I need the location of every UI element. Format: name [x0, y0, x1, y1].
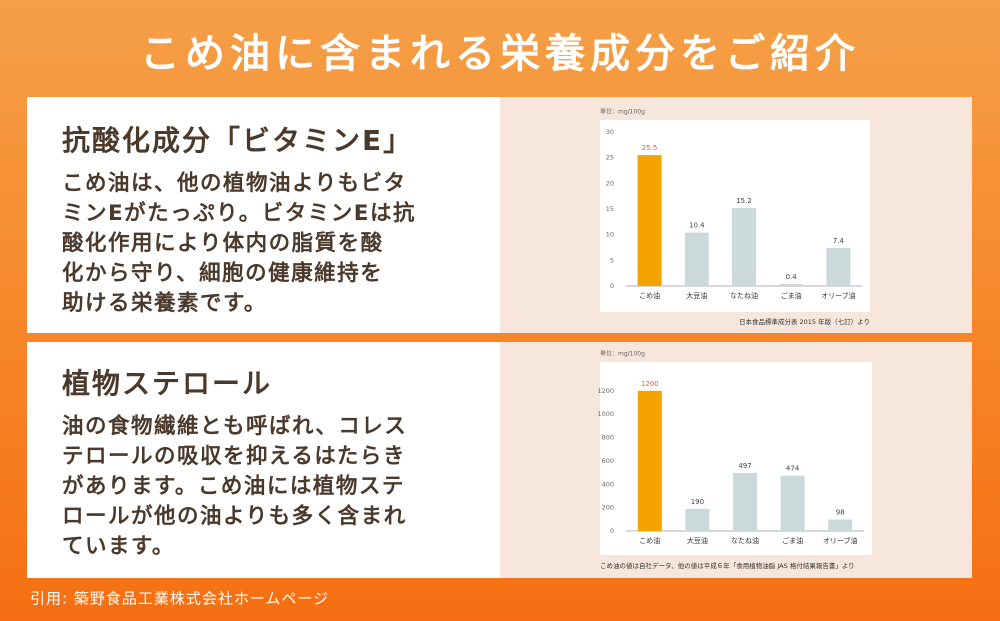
y-tick-label: 1000: [597, 410, 614, 418]
x-tick-label: オリーブ油: [821, 291, 856, 300]
value-label: 190: [691, 498, 704, 506]
unit-label: 単位：mg/100g: [600, 108, 645, 116]
x-tick-label: こめ油: [639, 291, 660, 300]
y-tick-label: 200: [602, 504, 614, 512]
value-label: 15.2: [736, 197, 752, 205]
section-body: ミンEがたっぷり。ビタミンEは抗: [62, 200, 416, 226]
unit-label: 単位：mg/100g: [600, 350, 645, 358]
value-label: 1200: [641, 380, 659, 388]
y-tick-label: 30: [606, 128, 614, 136]
value-label: 10.4: [689, 222, 705, 230]
y-tick-label: 0: [610, 282, 614, 290]
y-tick-label: 20: [606, 179, 614, 187]
x-tick-label: 大豆油: [686, 291, 707, 300]
section-body: ロールが他の油よりも多く含まれ: [62, 503, 407, 529]
citation: 引用: 築野食品工業株式会社ホームページ: [30, 590, 329, 608]
value-label: 25.5: [642, 144, 658, 152]
bar: [828, 519, 853, 531]
section-body: 酸化作用により体内の脂質を酸: [62, 230, 384, 256]
y-tick-label: 15: [606, 205, 614, 213]
section-body: 助ける栄養素です。: [62, 290, 267, 316]
value-label: 497: [738, 462, 751, 470]
section-body: 油の食物繊維とも呼ばれ、コレス: [62, 413, 407, 439]
x-tick-label: なたね油: [731, 536, 759, 545]
x-tick-label: オリーブ油: [823, 536, 858, 545]
x-tick-label: ごま油: [782, 536, 803, 545]
section-body: こめ油は、他の植物油よりもビタ: [62, 170, 407, 196]
bar: [637, 155, 662, 286]
source-note: こめ油の値は自社データ、他の値は平成６年「食用植物油脂 JAS 格付結果報告書」…: [600, 561, 855, 570]
y-tick-label: 800: [602, 434, 614, 442]
x-tick-label: ごま油: [781, 291, 802, 300]
panel: [27, 97, 500, 333]
y-tick-label: 10: [606, 231, 614, 239]
section-heading: 植物ステロール: [62, 367, 272, 400]
title: こめ油に含まれる栄養成分をご紹介: [140, 31, 860, 77]
y-tick-label: 0: [610, 527, 614, 535]
y-tick-label: 25: [606, 154, 614, 162]
bar: [685, 508, 710, 531]
value-label: 474: [786, 465, 800, 473]
source-note: 日本食品標準成分表 2015 年版（七訂）より: [739, 317, 870, 326]
y-tick-label: 1200: [597, 387, 614, 395]
bar: [732, 207, 756, 286]
section-body: ています。: [62, 534, 175, 559]
section-body: 化から守り、細胞の健康維持を: [62, 260, 383, 286]
bar: [779, 283, 804, 286]
bar: [780, 475, 805, 531]
y-tick-label: 600: [602, 457, 614, 465]
value-label: 0.4: [786, 273, 798, 281]
panel: [27, 342, 500, 578]
x-tick-label: こめ油: [639, 536, 660, 545]
bar: [637, 390, 662, 531]
section-heading: 抗酸化成分「ビタミンE」: [62, 124, 413, 157]
x-tick-label: 大豆油: [687, 536, 708, 545]
bar: [733, 472, 757, 531]
x-tick-label: なたね油: [730, 291, 758, 300]
bar: [684, 232, 709, 286]
value-label: 7.4: [833, 237, 845, 245]
y-tick-label: 400: [602, 480, 614, 488]
y-tick-label: 5: [610, 256, 614, 264]
section-body: があります。こめ油には植物ステ: [62, 473, 405, 499]
section-body: テロールの吸収を抑えるはたらき: [62, 444, 406, 469]
bar: [826, 248, 851, 286]
value-label: 98: [836, 509, 845, 517]
